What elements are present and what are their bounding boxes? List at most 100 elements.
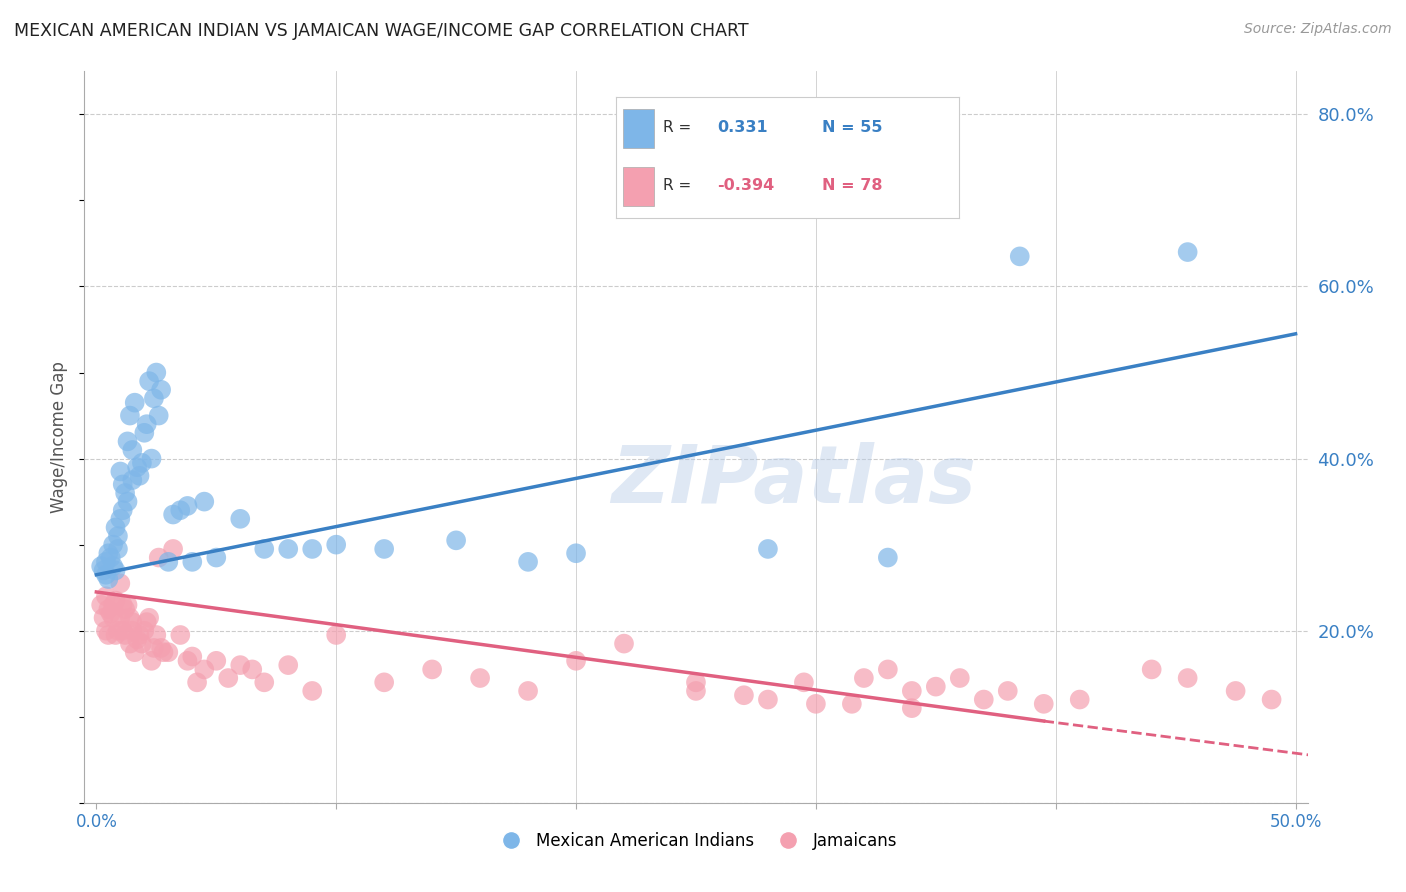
Point (444, 533, 467, 548)
Y-axis label: Wage/Income Gap: Wage/Income Gap (51, 361, 69, 513)
Point (114, 628, 136, 642)
Point (1177, 671, 1199, 685)
Point (804, 697, 827, 711)
Point (90, 559, 112, 574)
Point (111, 477, 134, 491)
Point (142, 392, 165, 406)
Point (240, 662, 263, 676)
Point (150, 383, 173, 397)
Point (157, 645, 180, 659)
Point (733, 688, 755, 702)
Point (114, 602, 136, 616)
Text: Source: ZipAtlas.com: Source: ZipAtlas.com (1244, 22, 1392, 37)
Legend: Mexican American Indians, Jamaicans: Mexican American Indians, Jamaicans (488, 825, 904, 856)
Point (97, 628, 120, 642)
Point (121, 615, 143, 629)
Point (111, 624, 134, 638)
Point (107, 529, 129, 543)
Point (131, 456, 153, 470)
Point (118, 409, 141, 423)
Point (1008, 249, 1031, 263)
Point (142, 640, 165, 655)
Point (104, 628, 127, 642)
Point (118, 611, 141, 625)
Point (124, 395, 146, 409)
Point (997, 684, 1019, 698)
Point (181, 555, 204, 569)
Point (253, 541, 276, 556)
Point (97, 546, 120, 560)
Point (124, 645, 146, 659)
Text: MEXICAN AMERICAN INDIAN VS JAMAICAN WAGE/INCOME GAP CORRELATION CHART: MEXICAN AMERICAN INDIAN VS JAMAICAN WAGE… (14, 22, 748, 40)
Point (176, 654, 198, 668)
Point (138, 374, 160, 388)
Point (1032, 697, 1054, 711)
Point (685, 684, 707, 698)
Point (121, 442, 143, 457)
Point (517, 555, 540, 569)
Point (468, 671, 491, 685)
Point (101, 559, 124, 574)
Point (685, 675, 707, 690)
Point (613, 637, 636, 651)
Point (756, 541, 779, 556)
Point (127, 460, 149, 475)
Point (205, 654, 228, 668)
Point (217, 671, 239, 685)
Point (135, 417, 157, 432)
Point (1260, 692, 1282, 706)
Point (373, 675, 395, 690)
Point (1177, 245, 1199, 260)
Point (148, 409, 170, 423)
Point (134, 624, 156, 638)
Point (169, 503, 191, 517)
Point (925, 680, 948, 694)
Point (841, 697, 863, 711)
Point (157, 555, 180, 569)
Point (104, 520, 127, 534)
Point (101, 611, 124, 625)
Point (565, 654, 588, 668)
Point (111, 503, 134, 517)
Point (110, 465, 132, 479)
Point (138, 611, 160, 625)
Point (114, 486, 136, 500)
Point (301, 684, 323, 698)
Point (110, 576, 132, 591)
Point (145, 628, 167, 642)
Point (111, 598, 134, 612)
Point (94, 555, 117, 569)
Point (876, 550, 898, 565)
Point (1069, 692, 1091, 706)
Point (93, 564, 115, 578)
Point (229, 512, 252, 526)
Point (101, 598, 124, 612)
Point (141, 654, 163, 668)
Point (325, 628, 347, 642)
Point (1140, 662, 1163, 676)
Point (100, 607, 122, 621)
Point (901, 684, 924, 698)
Point (121, 473, 143, 487)
Point (1225, 684, 1247, 698)
Point (117, 434, 139, 449)
Point (162, 508, 184, 522)
Point (186, 675, 208, 690)
Point (325, 538, 347, 552)
Point (152, 645, 174, 659)
Point (565, 546, 588, 560)
Point (128, 468, 150, 483)
Point (253, 675, 276, 690)
Point (277, 658, 299, 673)
Point (973, 692, 995, 706)
Point (94, 567, 117, 582)
Point (97, 572, 120, 586)
Point (901, 701, 924, 715)
Point (134, 425, 156, 440)
Point (93, 611, 115, 625)
Point (131, 637, 153, 651)
Point (229, 658, 252, 673)
Point (128, 628, 150, 642)
Point (793, 675, 815, 690)
Point (420, 662, 443, 676)
